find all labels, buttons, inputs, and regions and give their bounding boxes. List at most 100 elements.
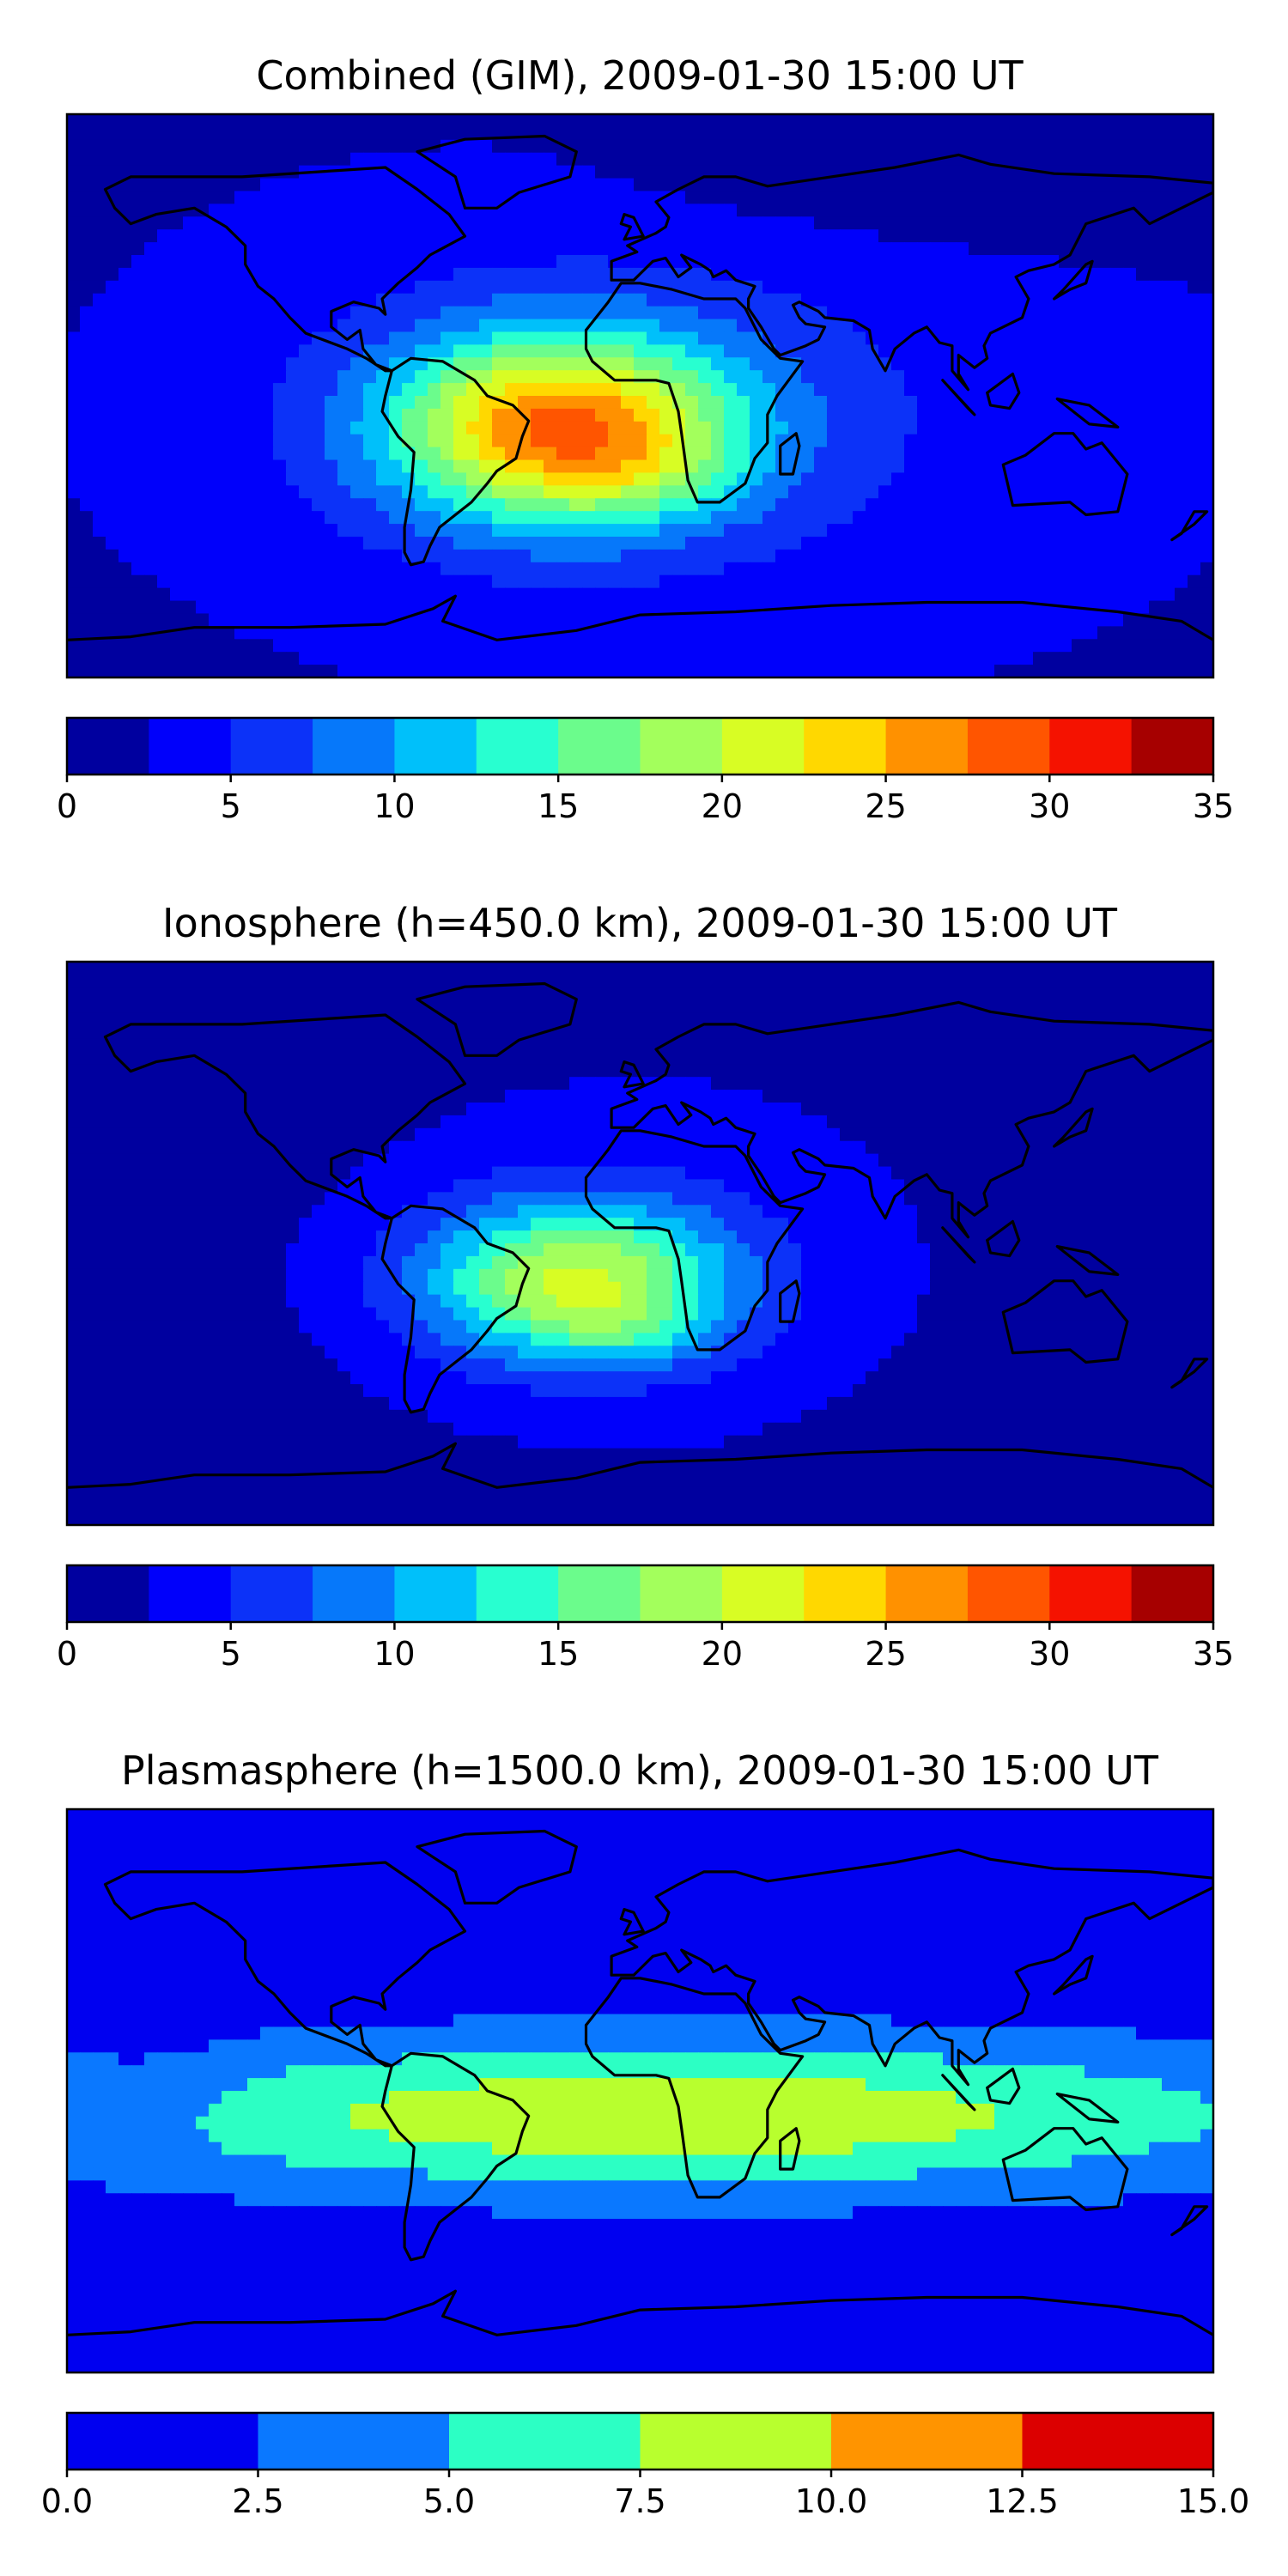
tec-cell — [337, 962, 351, 975]
tec-cell — [1020, 114, 1034, 128]
tec-cell — [814, 421, 828, 435]
tec-cell — [1020, 383, 1034, 397]
tec-cell — [93, 626, 106, 640]
tec-cell — [1059, 306, 1072, 320]
tec-cell — [956, 472, 969, 486]
tec-cell — [505, 1103, 519, 1116]
tec-cell — [956, 447, 969, 461]
tec-cell — [1059, 1090, 1072, 1103]
tec-cell — [428, 626, 441, 640]
tec-cell — [106, 242, 119, 256]
tec-cell — [170, 306, 184, 320]
tec-cell — [325, 639, 338, 653]
tec-cell — [685, 152, 699, 167]
tec-cell — [479, 537, 493, 550]
tec-cell — [737, 459, 750, 474]
tec-cell — [917, 280, 931, 295]
tec-cell — [866, 178, 879, 192]
tec-cell — [1200, 344, 1213, 358]
tec-cell — [943, 498, 957, 512]
tec-cell — [582, 421, 596, 435]
tec-cell — [556, 267, 570, 282]
tec-cell — [595, 152, 609, 167]
tec-cell — [788, 999, 802, 1014]
tec-cell — [1200, 139, 1213, 154]
tec-cell — [247, 652, 261, 665]
tec-cell — [1149, 524, 1163, 538]
tec-cell — [273, 255, 287, 269]
tec-cell — [286, 139, 300, 154]
tec-cell — [621, 587, 635, 602]
tec-cell — [170, 396, 184, 410]
tec-cell — [775, 293, 789, 307]
tec-cell — [569, 1051, 583, 1065]
tec-cell — [981, 549, 995, 563]
tec-cell — [453, 524, 467, 538]
tec-cell — [1149, 229, 1163, 243]
tec-cell — [595, 255, 609, 269]
tec-cell — [981, 974, 995, 988]
tec-cell — [737, 639, 750, 653]
tec-cell — [337, 370, 351, 384]
tec-cell — [402, 229, 416, 243]
tec-cell — [762, 472, 776, 486]
tec-cell — [337, 1064, 351, 1078]
tec-cell — [544, 562, 557, 576]
tec-cell — [492, 962, 506, 975]
tec-cell — [312, 447, 325, 461]
tec-cell — [93, 229, 106, 243]
tec-cell — [389, 665, 403, 677]
tec-cell — [466, 511, 480, 525]
tec-cell — [1123, 344, 1137, 358]
tec-cell — [518, 139, 532, 154]
tec-cell — [1188, 1090, 1201, 1103]
tec-cell — [853, 344, 866, 358]
tec-cell — [582, 498, 596, 512]
tec-cell — [853, 613, 866, 627]
tec-cell — [556, 331, 570, 345]
tec-cell — [1084, 331, 1098, 345]
tec-cell — [956, 280, 969, 295]
tec-cell — [415, 524, 428, 538]
tec-cell — [247, 255, 261, 269]
tec-cell — [312, 126, 325, 141]
tec-cell — [969, 165, 982, 179]
tec-cell — [415, 370, 428, 384]
colorbar-tick-label: 30 — [1029, 787, 1070, 825]
tec-cell — [518, 987, 532, 1001]
tec-cell — [569, 1077, 583, 1091]
tec-cell — [981, 639, 995, 653]
tec-cell — [1072, 383, 1085, 397]
tec-cell — [453, 447, 467, 461]
tec-cell — [505, 152, 519, 167]
tec-cell — [80, 229, 94, 243]
tec-cell — [1046, 357, 1060, 371]
tec-cell — [157, 178, 171, 192]
tec-cell — [247, 587, 261, 602]
tec-cell — [1020, 459, 1034, 474]
tec-cell — [1200, 267, 1213, 282]
tec-cell — [170, 587, 184, 602]
tec-cell — [170, 319, 184, 333]
tec-cell — [750, 639, 763, 653]
tec-cell — [312, 229, 325, 243]
tec-cell — [505, 1051, 519, 1065]
tec-cell — [1020, 357, 1034, 371]
tec-cell — [67, 114, 81, 128]
tec-cell — [891, 447, 905, 461]
tec-cell — [556, 498, 570, 512]
tec-cell — [582, 665, 596, 677]
tec-cell — [67, 152, 81, 167]
tec-cell — [93, 1051, 106, 1065]
tec-cell — [981, 626, 995, 640]
tec-cell — [647, 434, 660, 448]
tec-cell — [222, 511, 235, 525]
tec-cell — [1020, 126, 1034, 141]
tec-cell — [1136, 293, 1150, 307]
tec-cell — [569, 344, 583, 358]
tec-cell — [531, 344, 544, 358]
tec-cell — [878, 587, 892, 602]
tec-cell — [544, 524, 557, 538]
tec-cell — [1136, 974, 1150, 988]
tec-cell — [634, 562, 647, 576]
